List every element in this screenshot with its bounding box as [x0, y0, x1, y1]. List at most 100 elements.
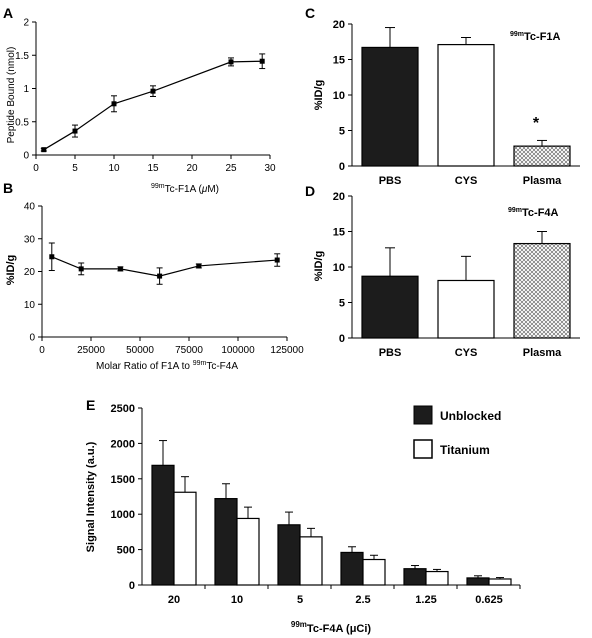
pB-y-tick-label: 40: [24, 202, 36, 213]
panel-label-e: E: [86, 397, 95, 413]
legend-swatch-titanium: [413, 439, 433, 459]
pB-x-tick-label: 75000: [175, 345, 203, 356]
pC-bar: [513, 145, 571, 167]
pE-category-label: 5: [297, 594, 303, 606]
pA-data-point: [259, 58, 265, 64]
pE-y-tick-label: 500: [117, 545, 135, 557]
panel-b-chart: 0 10 20 30 40 0 25000 50000 75000 100000 125000 %I…: [5, 202, 304, 373]
pE-bar-unblocked: [151, 464, 175, 586]
pD-y-tick-label: 20: [333, 191, 345, 203]
panel-c-y-label: %ID/g: [313, 80, 325, 111]
panel-d-y-label: %ID/g: [313, 251, 325, 282]
pA-data-point: [111, 101, 117, 107]
pB-y-tick-label: 20: [24, 267, 36, 278]
pB-y-tick-label: 10: [24, 300, 36, 311]
pE-category-label: 2.5: [355, 594, 370, 606]
pB-data-point: [78, 266, 84, 272]
pD-category-label: Plasma: [523, 347, 562, 359]
pA-y-tick-label: 1.5: [15, 51, 29, 62]
pE-category-label: 10: [231, 594, 243, 606]
pC-category-label: PBS: [379, 175, 402, 187]
panel-e-marks: [151, 440, 512, 586]
panel-c-significance-star: *: [533, 115, 540, 132]
panel-b-y-label: %ID/g: [5, 255, 17, 286]
pB-data-point: [274, 257, 280, 263]
panel-e-axes: 0 500 1000 1500 2000 2500 20 10 5 2.5 1.25 0.625: [111, 403, 521, 606]
panel-label-c: C: [305, 5, 315, 21]
panel-a-chart: 00.511.520 5 10 15 20 25 30 Peptide Bound (nmo…: [6, 18, 276, 196]
pA-x-tick-label: 20: [186, 163, 198, 174]
pD-bar: [437, 279, 495, 339]
pE-bar-unblocked: [466, 577, 490, 586]
pC-y-tick-label: 0: [339, 161, 345, 173]
pC-y-tick-label: 10: [333, 90, 345, 102]
pB-x-tick-label: 100000: [221, 345, 255, 356]
pE-bar-unblocked: [340, 551, 364, 586]
pC-bar: [437, 43, 495, 167]
pE-bar-titanium: [488, 578, 512, 586]
pC-y-tick-label: 15: [333, 55, 345, 67]
pA-x-tick-label: 5: [72, 163, 78, 174]
panel-d-annotation: 99mTc-F4A: [508, 207, 559, 219]
panel-c-chart: 0 5 10 15 20 PBS CYS Plasma %ID/g 99mTc-F1A *: [313, 19, 580, 187]
pA-data-point: [150, 88, 156, 94]
pD-bar: [513, 242, 571, 339]
pA-y-tick-label: 0.5: [15, 117, 29, 128]
pD-category-label: CYS: [455, 347, 478, 359]
legend-label-titanium: Titanium: [440, 443, 490, 457]
panel-e-chart: 0 500 1000 1500 2000 2500 20 10 5 2.5 1.25 0.625 Si…: [85, 403, 521, 635]
pA-data-point: [228, 59, 234, 65]
panel-c-annotation: 99mTc-F1A: [510, 31, 561, 43]
pB-data-point: [157, 273, 163, 279]
pB-data-point: [196, 263, 202, 269]
pA-y-tick-label: 0: [23, 151, 29, 162]
panel-label-b: B: [3, 180, 13, 196]
pE-bar-titanium: [425, 570, 449, 586]
panel-a-marks: [40, 53, 266, 153]
pE-bar-unblocked: [277, 524, 301, 586]
panel-label-d: D: [305, 183, 315, 199]
pE-bar-unblocked: [403, 568, 427, 586]
panel-d-chart: 0 5 10 15 20 PBS CYS Plasma %ID/g 99mTc-F4A: [313, 191, 580, 359]
pC-category-label: CYS: [455, 175, 478, 187]
pE-y-tick-label: 1500: [111, 474, 135, 486]
panel-e-x-label: 99mTc-F4A (μCi): [291, 620, 372, 635]
pE-y-tick-label: 2000: [111, 438, 135, 450]
pD-y-tick-label: 0: [339, 333, 345, 345]
pB-y-tick-label: 0: [29, 333, 35, 344]
pD-y-tick-label: 10: [333, 262, 345, 274]
pA-data-point: [41, 147, 47, 153]
pC-y-tick-label: 5: [339, 126, 345, 138]
panel-a-y-label: Peptide Bound (nmol): [6, 47, 17, 144]
pD-bar: [361, 275, 419, 339]
pE-y-tick-label: 1000: [111, 509, 135, 521]
pE-bar-titanium: [173, 491, 197, 586]
legend-label-unblocked: Unblocked: [440, 409, 501, 423]
pA-x-tick-label: 15: [147, 163, 159, 174]
pA-x-tick-label: 0: [33, 163, 39, 174]
pD-y-tick-label: 5: [339, 298, 345, 310]
pA-x-tick-label: 30: [264, 163, 276, 174]
pD-y-tick-label: 15: [333, 227, 345, 239]
pE-bar-unblocked: [214, 498, 238, 586]
pE-bar-titanium: [236, 517, 260, 586]
panel-a-x-label: 99mTc-F1A (μM): [151, 183, 219, 195]
pB-x-tick-label: 25000: [77, 345, 105, 356]
panel-b-x-label: Molar Ratio of F1A to 99mTc-F4A: [96, 360, 238, 372]
pA-x-tick-label: 10: [108, 163, 120, 174]
pB-x-tick-label: 125000: [270, 345, 304, 356]
pE-category-label: 0.625: [475, 594, 503, 606]
pE-category-label: 1.25: [415, 594, 436, 606]
panel-e-y-label: Signal Intensity (a.u.): [85, 441, 97, 552]
pD-category-label: PBS: [379, 347, 402, 359]
pE-y-tick-label: 2500: [111, 403, 135, 415]
pA-series-line: [43, 60, 263, 151]
pC-category-label: Plasma: [523, 175, 562, 187]
pE-category-label: 20: [168, 594, 180, 606]
pB-data-point: [117, 266, 123, 272]
pA-y-tick-label: 2: [23, 18, 29, 29]
pB-x-tick-label: 0: [39, 345, 45, 356]
pA-x-tick-label: 25: [225, 163, 237, 174]
pA-data-point: [72, 128, 78, 134]
